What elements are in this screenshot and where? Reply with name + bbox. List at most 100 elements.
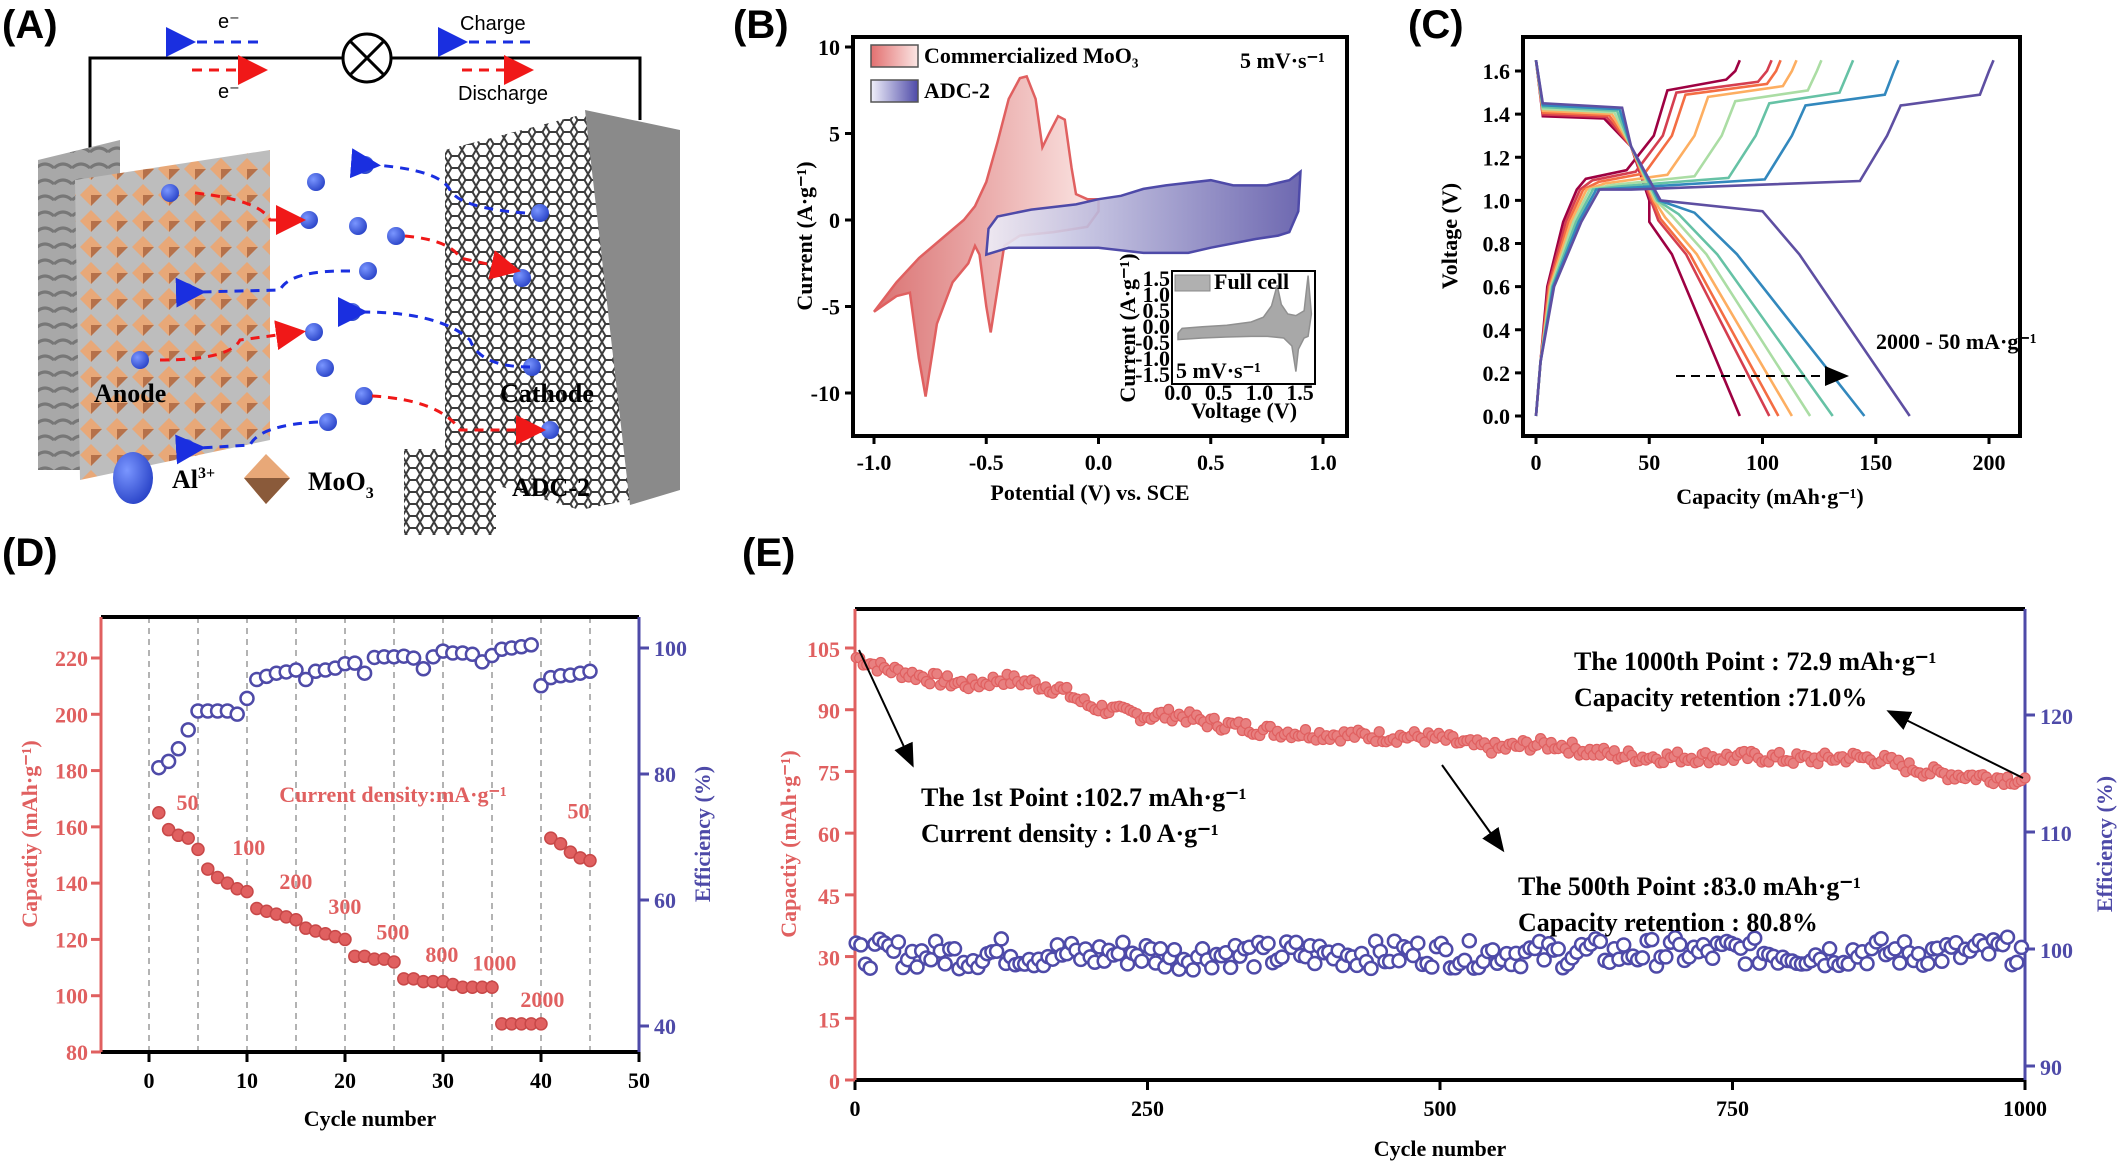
capacity-point [583,853,597,868]
x-tick-label: 200 [1973,450,2006,475]
x-tick-label: 30 [432,1068,454,1093]
y-tick-label: 15 [818,1007,840,1032]
capacity-point [240,884,254,899]
inset-full-cell-curve [1177,275,1313,372]
capacity-point [387,955,401,969]
x-tick-label: 0 [1531,450,1542,475]
panel-d: (D) 0 10 20 30 40 50 80100120140160180200220 … [2,531,715,1131]
efficiency-point [1391,952,1407,969]
efficiency-point [937,956,953,972]
ion-migration-arrows [159,148,546,465]
panel-label-e: (E) [742,531,795,575]
x-axis-ticks-b: -1.0 -0.5 0.0 0.5 1.0 [857,436,1337,475]
x-axis-ticks-d: 0 10 20 30 40 50 [144,1052,650,1093]
y-tick-label: 1.0 [1483,188,1511,213]
x-tick-label: -1.0 [857,450,892,475]
capacity-point [1061,681,1073,694]
y-tick-label: 5 [829,122,840,147]
x-tick-label: 0.0 [1085,450,1113,475]
y-axis-ticks-b: 10 5 0 -5 -10 [811,35,853,406]
panel-label-c: (C) [1408,3,1464,47]
inset-x-title: Voltage (V) [1191,398,1297,423]
efficiency-point [946,941,963,957]
x-tick-label: 10 [236,1068,258,1093]
inset-full-cell: Full cell 5 mV·s⁻¹ 0.0 0.5 1.0 1.51.51.00.5… [1115,253,1316,423]
efficiency-point [2009,954,2025,971]
y-tick-label: 1.2 [1483,145,1511,170]
al-ion-sphere-icon [113,452,153,504]
y-tick-label: 30 [818,946,840,971]
rate-label: 800 [425,942,458,967]
inset-y-tick-label: -1.5 [1135,362,1170,387]
capacity-point [1671,746,1684,758]
y-tick-label: 0 [829,208,840,233]
x-axis-title-b: Potential (V) vs. SCE [990,480,1189,505]
charge-curve [1534,59,1995,417]
panel-e: (E) 0 250 500 750 1000 0 15 30 45 60 75 90 105 90 10… [742,531,2117,1161]
inset-y-tick-label: -0.5 [1135,330,1170,355]
efficiency-point [464,646,481,663]
x-tick-label: 0 [144,1068,155,1093]
capacity-point [152,806,166,820]
electron-label-bottom: e⁻ [218,81,240,103]
y2-tick-label: 100 [2040,938,2073,963]
efficiency-point [1536,952,1552,968]
inset-curve [1177,275,1313,372]
y-tick-label: 45 [818,884,840,909]
inset-y-tick-label: 0.5 [1143,298,1171,323]
rate-performance-points [151,637,598,1031]
rate-label: 300 [328,894,361,919]
y-tick-label: 0.8 [1483,232,1511,257]
annotation-first-point-line1: The 1st Point :102.7 mAh·g⁻¹ [921,783,1247,812]
y2-tick-label: 110 [2040,821,2072,846]
efficiency-point [909,959,925,975]
y-tick-label: 90 [818,699,840,724]
efficiency-point [988,943,1005,960]
panel-label-a: (A) [2,3,58,47]
efficiency-point [2013,939,2030,956]
efficiency-point [1274,949,1290,965]
y-tick-label: 100 [55,984,88,1009]
efficiency-point [1873,931,1889,947]
y2-tick-label: 80 [654,762,676,787]
capacity-point [1373,726,1385,738]
y-tick-label: -5 [822,295,840,320]
y2-axis-title-d: Efficiency (%) [690,766,715,902]
efficiency-point [1644,931,1660,948]
y-tick-label: 120 [55,927,88,952]
capacity-point [161,822,176,837]
inset-y-tick-label: -1.0 [1135,346,1170,371]
efficiency-point [415,661,432,677]
capacity-point [191,842,205,857]
y-axis-title-d: Capactiy (mAh·g⁻¹) [17,740,42,927]
efficiency-point [1980,946,1997,962]
y-tick-label: 0.6 [1483,275,1511,300]
y-tick-label: 10 [818,35,840,60]
legend-moo3-label: MoO3 [308,467,374,502]
panel-a-legend: Al3+ MoO3 ADC-2 [113,449,590,535]
graphene-lattice-icon [404,449,496,535]
y-tick-label: 0.2 [1483,361,1511,386]
y-axis-title-b: Current (A·g⁻¹) [792,161,817,310]
inset-y-title: Current (A·g⁻¹) [1115,253,1140,402]
cycling-points [848,651,2031,978]
panel-label-b: (B) [733,3,789,47]
efficiency-point [1307,955,1323,972]
capacity-point [544,831,558,845]
y-tick-label: 220 [55,646,88,671]
current-density-label: Current density:mA·g⁻¹ [279,782,506,807]
efficiency-point [1204,960,1220,976]
inset-legend-label: Full cell [1214,269,1289,294]
efficiency-point [1484,942,1501,958]
efficiency-point [1461,933,1478,949]
x-axis-title-d: Cycle number [304,1106,437,1131]
efficiency-point [1920,955,1936,972]
efficiency-point [1222,959,1239,976]
capacity-point [338,932,352,947]
y-tick-label: 160 [55,815,88,840]
lamp-icon [341,32,393,84]
efficiency-point [1288,934,1304,951]
1000th-point-arrow [1886,710,2024,779]
efficiency-point [170,741,187,757]
first-point-arrow [858,649,914,768]
